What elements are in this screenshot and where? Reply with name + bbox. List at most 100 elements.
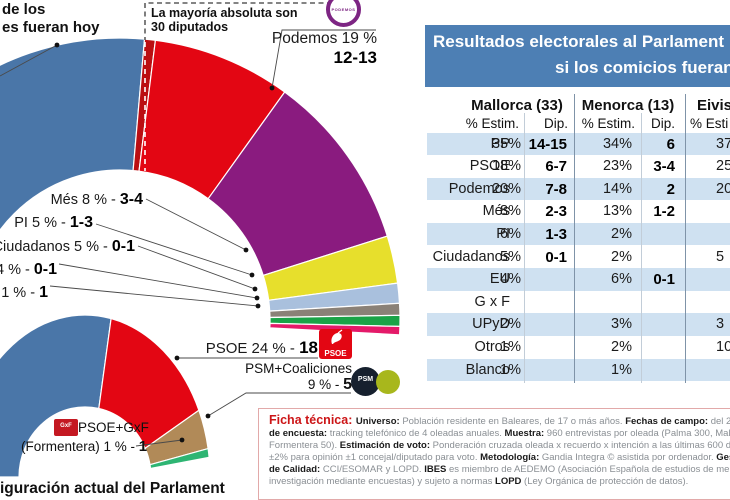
ciudadanos-leader-line bbox=[137, 245, 256, 290]
cell-party: Otros bbox=[474, 338, 510, 355]
ficha-body-text: CCI/ESOMAR y LOPD. bbox=[322, 463, 425, 475]
pp-leader-dot bbox=[54, 42, 60, 48]
cell-menorca-pct: 6% bbox=[611, 271, 632, 288]
pi-seats: 1-3 bbox=[69, 214, 93, 231]
main-title-fragment: de los es fueran hoy bbox=[2, 1, 100, 37]
ficha-bold-text: Gest bbox=[716, 451, 730, 463]
cell-eivissa-pct: 37 bbox=[716, 135, 730, 152]
ficha-title-text: Ficha técnica: bbox=[269, 413, 356, 427]
donut-segment-PSOE+GxF (Formentera) bbox=[149, 447, 210, 470]
formentera-seats: 1 bbox=[138, 438, 148, 455]
cell-menorca-pct: 1% bbox=[611, 361, 632, 378]
ficha-body-text: tracking telefónico de 4 oleadas anuales… bbox=[329, 427, 505, 439]
psoe-current-seats: 18 bbox=[299, 338, 318, 357]
cell-mallorca-pct: 4% bbox=[500, 271, 521, 288]
psm-logo-text: PSM bbox=[357, 376, 374, 383]
pi-leader-dot bbox=[249, 272, 255, 278]
cell-menorca-pct: 2% bbox=[611, 225, 632, 242]
ficha-bold-text: Estimación de voto: bbox=[339, 439, 433, 451]
cell-menorca-pct: 14% bbox=[602, 180, 632, 197]
ficha-body-text: Formentera 50). bbox=[269, 439, 340, 451]
podemos-logo-text: PODEMOS bbox=[331, 7, 356, 12]
ficha-body-text: investigación mediante encuestas) y suje… bbox=[269, 475, 496, 487]
eu-label-text: 4 % - bbox=[0, 262, 30, 278]
table-row-stripe bbox=[427, 132, 730, 156]
table-row-stripe bbox=[427, 222, 730, 246]
ficha-text-line: Ficha técnica: Universo: Población resid… bbox=[269, 413, 730, 428]
table-row-stripe bbox=[427, 268, 730, 291]
formentera-leader-dot bbox=[179, 437, 185, 443]
ficha-body-text: es miembro de AEDEMO (Asociación Español… bbox=[449, 463, 730, 475]
island-header-menorca: Menorca (13) bbox=[581, 97, 675, 114]
cell-mallorca-pct: 6% bbox=[500, 225, 521, 242]
label-pi: PI 5 % - 1-3 bbox=[14, 214, 93, 232]
psoe-logo-text: PSOE bbox=[324, 349, 347, 358]
ficha-body-text: 960 entrevistas por oleada (Palma 300, M… bbox=[546, 427, 730, 439]
main-title-line1: de los bbox=[2, 1, 46, 18]
ciudadanos-seats: 0-1 bbox=[111, 238, 135, 255]
cell-party: UPyD bbox=[472, 316, 510, 333]
table-column-divider bbox=[574, 94, 575, 383]
psoe-logo-icon: PSOE bbox=[319, 329, 352, 359]
cell-mallorca-pct: 8% bbox=[500, 203, 521, 220]
podemos-seats: 12-13 bbox=[333, 48, 377, 67]
subheader-menorca-dip: Dip. bbox=[650, 116, 675, 131]
label-ciudadanos: Ciudadanos 5 % - 0-1 bbox=[0, 238, 135, 256]
ficha-bold-text: Metodología: bbox=[480, 451, 542, 463]
mes-leader-dot bbox=[243, 247, 249, 253]
majority-dashed-line-black bbox=[144, 2, 332, 40]
ficha-body-text: Gandia Integra © asistida por ordenador. bbox=[541, 451, 717, 463]
cell-party: PP bbox=[490, 135, 510, 152]
ficha-text-line: Formentera 50). Estimación de voto: Pond… bbox=[269, 440, 730, 452]
ficha-body-text: ±2% para opinión ±1 concejal/diputado pa… bbox=[269, 451, 481, 463]
donut-segment-PP bbox=[0, 37, 146, 232]
cell-menorca-dip: 3-4 bbox=[653, 158, 675, 176]
majority-annotation: La mayoría absoluta son 30 diputados bbox=[151, 6, 298, 34]
label-psoe-current: PSOE 24 % - 18 bbox=[206, 338, 318, 358]
psm-seats: 5 bbox=[343, 376, 352, 393]
cell-party: Ciudadanos bbox=[432, 248, 510, 265]
ficha-tecnica-box: Ficha técnica: Universo: Población resid… bbox=[258, 408, 730, 500]
table-row-stripe bbox=[427, 177, 730, 201]
main-title-line2: es fueran hoy bbox=[2, 19, 100, 36]
table-row-stripe bbox=[427, 313, 730, 336]
podemos-leader-dot bbox=[269, 85, 275, 91]
pp-leader-line bbox=[0, 44, 58, 77]
podemos-label-text: Podemos 19 % bbox=[271, 30, 377, 47]
eu-leader-dot bbox=[254, 295, 260, 301]
psoe-fist-rose-glyph bbox=[331, 329, 343, 344]
gxf-leader-line bbox=[49, 285, 259, 307]
ficha-bold-text: Fechas de campo: bbox=[625, 416, 711, 427]
label-gxf-fragment: F 1 % - 1 bbox=[0, 284, 48, 302]
island-header-mallorca: Mallorca (33) bbox=[471, 97, 563, 114]
formentera-label-text: (Formentera) 1 % - bbox=[21, 439, 139, 454]
podemos-leader-line bbox=[271, 29, 376, 89]
cell-party: EU bbox=[489, 271, 510, 288]
cell-mallorca-pct: 1% bbox=[500, 338, 521, 355]
cell-mallorca-pct: 35% bbox=[491, 135, 521, 152]
mes-leader-line bbox=[145, 198, 247, 251]
cell-eivissa-pct: 20 bbox=[716, 180, 730, 197]
cell-eivissa-pct: 10 bbox=[716, 338, 730, 355]
table-column-divider bbox=[641, 113, 642, 383]
subheader-menorca-pct: % Estim. bbox=[581, 116, 635, 131]
cell-menorca-pct: 2% bbox=[611, 248, 632, 265]
cell-party: PSOE bbox=[469, 158, 510, 175]
psm-label-pct: 9 % - bbox=[307, 377, 344, 392]
gxf-leader-dot bbox=[255, 303, 261, 309]
ficha-bold-text: de Calidad: bbox=[269, 463, 323, 475]
formentera-leader-line bbox=[135, 439, 183, 447]
cell-mallorca-dip: 2-3 bbox=[545, 203, 567, 221]
mes-label-text: Més 8 % - bbox=[50, 192, 120, 208]
current-parliament-title: iguración actual del Parlament bbox=[0, 480, 225, 497]
mes-seats: 3-4 bbox=[119, 191, 143, 208]
cell-eivissa-pct: 5 bbox=[716, 248, 725, 265]
island-header-eivissa: Eivis bbox=[697, 97, 730, 114]
subheader-mallorca-pct: % Estim. bbox=[465, 116, 519, 131]
ficha-body-text: Ponderación cruzada oleada x recuerdo x … bbox=[432, 439, 730, 451]
cell-menorca-pct: 34% bbox=[602, 135, 632, 152]
donut-segment-PP bbox=[0, 314, 112, 478]
label-eu-fragment: 4 % - 0-1 bbox=[0, 261, 57, 279]
gxf-logo-text: GxF bbox=[60, 423, 72, 429]
